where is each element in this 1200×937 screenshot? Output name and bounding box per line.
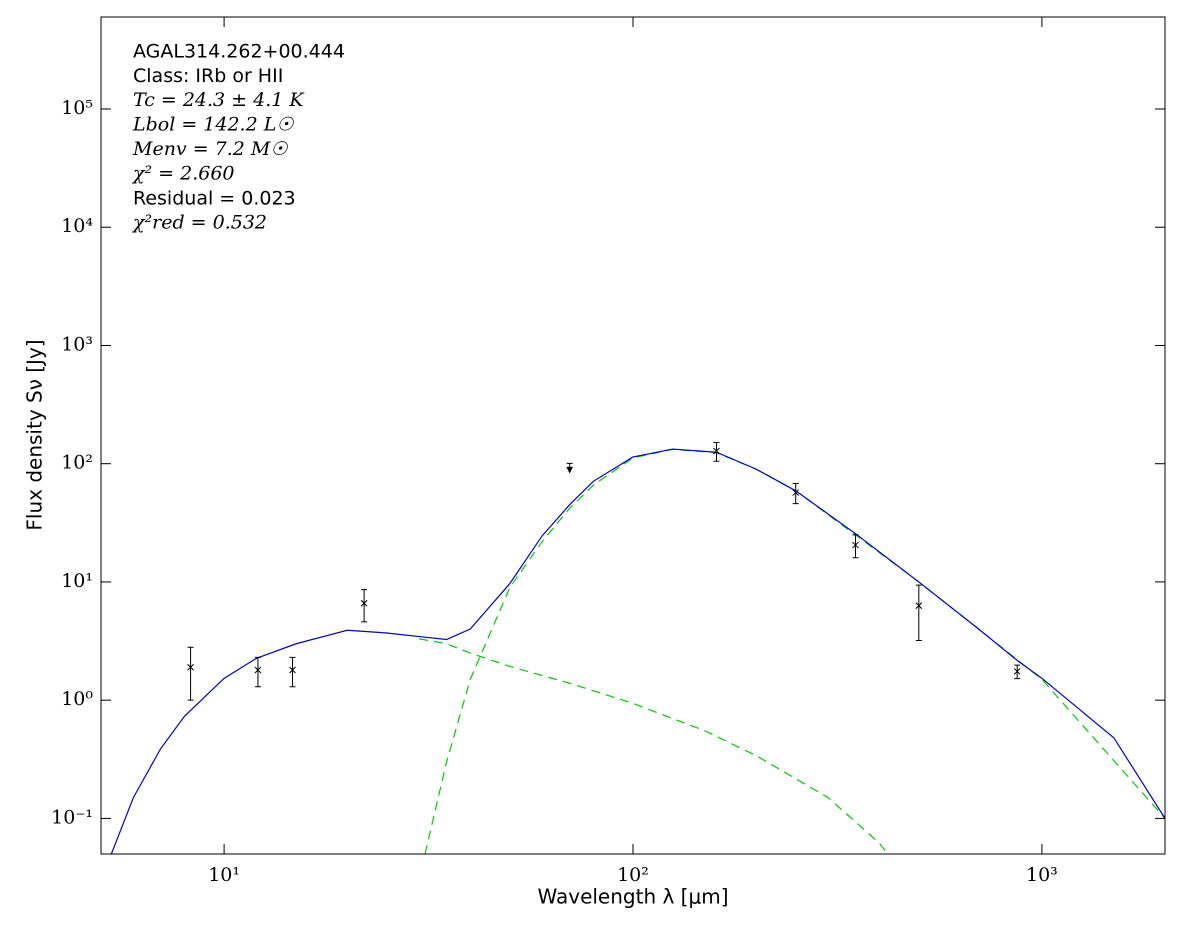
y-tick-label: 10⁴ [61,215,93,237]
annotation: χ² = 2.660 [131,163,235,185]
annotation: Menv = 7.2 M☉ [132,138,288,160]
y-tick-label: 10⁰ [61,688,93,710]
annotation: χ²red = 0.532 [131,212,267,234]
annotation: AGAL314.262+00.444 [133,41,345,63]
error-bar [254,656,261,688]
error-bar [289,656,296,688]
data-point [852,541,859,549]
data-point [713,447,720,455]
data-point [792,489,800,496]
error-bar [915,584,922,641]
x-tick-label: 10³ [1026,864,1058,886]
error-bar [792,483,799,505]
y-tick-label: 10² [61,452,93,474]
data-point [187,663,194,671]
error-bar [187,646,194,701]
y-tick-label: 10¹ [61,570,93,592]
annotation: Tc = 24.3 ± 4.1 K [133,89,305,111]
error-bar [361,589,368,623]
data-point [915,602,923,610]
upper-limit [566,462,573,474]
curves [110,448,1165,854]
x-tick-label: 10² [617,864,649,886]
error-bar [713,442,720,462]
annotation: Class: IRb or HII [133,65,283,87]
y-tick-label: 10⁵ [61,97,93,119]
data-point [289,666,296,674]
data-point [1013,668,1021,675]
annotation: Residual = 0.023 [133,188,296,210]
data-point [360,599,368,607]
model-curve [110,448,1165,854]
x-tick-label: 10¹ [208,864,240,886]
y-tick-label: 10³ [61,333,93,355]
data-point [254,666,262,674]
y-tick-label: 10⁻¹ [51,806,93,828]
x-axis-label: Wavelength λ [μm] [537,885,728,909]
y-axis-label: Flux density Sν [Jy] [23,339,47,530]
error-bar [852,534,859,559]
annotation: Lbol = 142.2 L☉ [132,114,294,136]
